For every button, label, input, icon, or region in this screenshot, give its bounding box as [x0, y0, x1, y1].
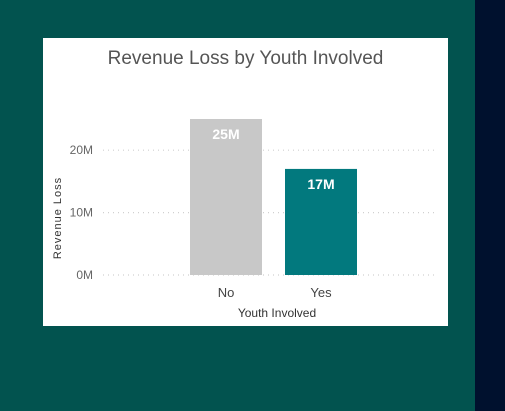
bar — [190, 119, 262, 275]
right-edge-strip — [475, 0, 505, 411]
x-axis-label: Youth Involved — [237, 306, 317, 320]
bar-chart-plot: 0M 10M 20M 25M No 17M Yes — [70, 119, 438, 300]
y-tick-label: 20M — [70, 143, 93, 157]
y-tick-label: 0M — [76, 268, 93, 282]
y-tick-label: 10M — [70, 206, 93, 220]
bar — [285, 168, 357, 275]
data-label: 25M — [212, 126, 239, 142]
data-label: 17M — [307, 176, 334, 192]
chart-title: Revenue Loss by Youth Involved — [107, 48, 384, 69]
chart-card: Revenue Loss by Youth Involved Revenue L… — [43, 38, 448, 326]
x-tick-label: No — [218, 285, 235, 300]
x-tick-label: Yes — [310, 285, 332, 300]
